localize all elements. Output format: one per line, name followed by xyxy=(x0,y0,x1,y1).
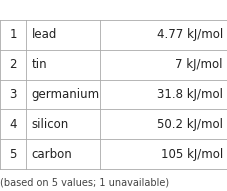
Text: 7 kJ/mol: 7 kJ/mol xyxy=(175,58,223,71)
Text: 1: 1 xyxy=(9,28,17,41)
Text: carbon: carbon xyxy=(32,148,73,161)
Text: silicon: silicon xyxy=(32,118,69,131)
Text: 4: 4 xyxy=(9,118,17,131)
Text: 4.77 kJ/mol: 4.77 kJ/mol xyxy=(157,28,223,41)
Text: 105 kJ/mol: 105 kJ/mol xyxy=(161,148,223,161)
Text: tin: tin xyxy=(32,58,47,71)
Text: 50.2 kJ/mol: 50.2 kJ/mol xyxy=(157,118,223,131)
Text: 5: 5 xyxy=(9,148,17,161)
Text: germanium: germanium xyxy=(32,88,100,101)
Text: (based on 5 values; 1 unavailable): (based on 5 values; 1 unavailable) xyxy=(0,177,169,187)
Text: 2: 2 xyxy=(9,58,17,71)
Text: lead: lead xyxy=(32,28,57,41)
Text: 3: 3 xyxy=(9,88,17,101)
Text: 31.8 kJ/mol: 31.8 kJ/mol xyxy=(157,88,223,101)
